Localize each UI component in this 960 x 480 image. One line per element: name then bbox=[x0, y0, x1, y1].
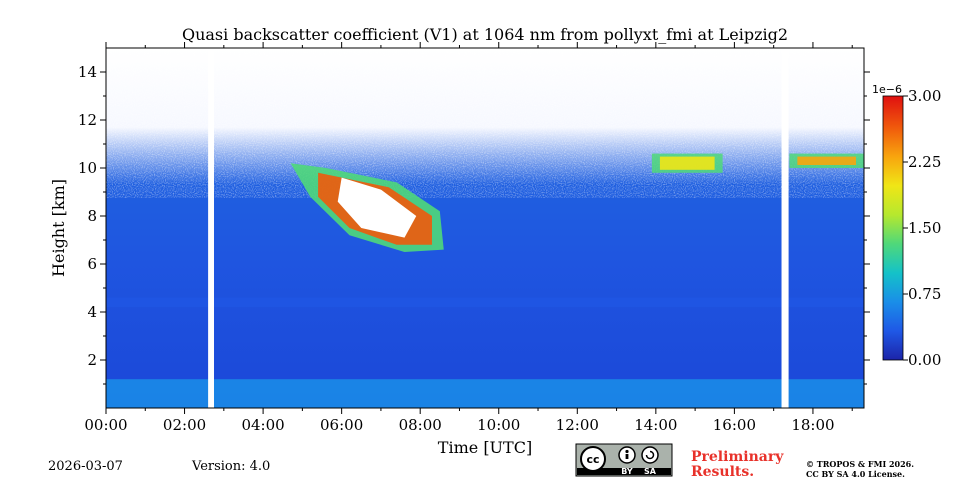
colorbar-exponent: 1e−6 bbox=[872, 83, 902, 96]
y-tick-label: 10 bbox=[78, 159, 97, 177]
x-tick-label: 16:00 bbox=[713, 416, 756, 434]
x-tick-label: 08:00 bbox=[399, 416, 442, 434]
data-gap bbox=[781, 48, 789, 408]
y-axis: 2 4 6 8 10 12 14 bbox=[78, 63, 870, 385]
y-tick-label: 4 bbox=[87, 303, 97, 321]
feature-boundary-layer bbox=[106, 379, 864, 408]
x-axis: 00:00 02:00 04:00 06:00 08:00 10:00 12:00 14:00… bbox=[84, 42, 853, 434]
results-label: Results. bbox=[691, 464, 754, 480]
version-label: Version: 4.0 bbox=[191, 459, 270, 474]
x-tick-label: 18:00 bbox=[791, 416, 834, 434]
cc-icon bbox=[580, 446, 606, 472]
colorbar-tick-label: 2.25 bbox=[908, 153, 941, 171]
preliminary-label: Preliminary bbox=[691, 449, 784, 465]
feature-thin-cirrus bbox=[651, 153, 723, 173]
colorbar bbox=[882, 95, 904, 361]
svg-text:cc: cc bbox=[586, 453, 599, 466]
feature-cirrus-saturated bbox=[337, 177, 417, 238]
chart-title: Quasi backscatter coefficient (V1) at 10… bbox=[182, 25, 788, 44]
feature-thin-cirrus bbox=[789, 153, 864, 168]
noise-speckle bbox=[106, 48, 864, 198]
y-tick-label: 2 bbox=[87, 351, 97, 369]
x-tick-label: 04:00 bbox=[241, 416, 284, 434]
x-tick-label: 00:00 bbox=[84, 416, 127, 434]
x-tick-label: 10:00 bbox=[477, 416, 520, 434]
plot-area bbox=[106, 48, 864, 408]
copyright-line2: CC BY SA 4.0 License. bbox=[806, 469, 905, 479]
y-tick-label: 12 bbox=[78, 111, 97, 129]
copyright-line1: © TROPOS & FMI 2026. bbox=[806, 459, 914, 469]
x-tick-label: 06:00 bbox=[320, 416, 363, 434]
plot-frame bbox=[105, 47, 865, 409]
cc-license-badge: cc BY SA bbox=[575, 443, 673, 477]
data-gap bbox=[208, 48, 215, 408]
x-axis-title: Time [UTC] bbox=[438, 438, 532, 457]
x-tick-label: 14:00 bbox=[634, 416, 677, 434]
sa-share-icon bbox=[641, 446, 659, 464]
date-label: 2026-03-07 bbox=[48, 459, 123, 474]
feature-aerosol-layer bbox=[106, 297, 864, 308]
y-tick-label: 14 bbox=[78, 63, 97, 81]
y-tick-label: 8 bbox=[87, 207, 97, 225]
x-tick-label: 12:00 bbox=[556, 416, 599, 434]
colorbar-tick-label: 0.00 bbox=[908, 351, 941, 369]
y-tick-label: 6 bbox=[87, 255, 97, 273]
y-axis-title: Height [km] bbox=[49, 179, 68, 277]
colorbar-tick-label: 0.75 bbox=[908, 285, 941, 303]
colorbar-ticks: 0.00 0.75 1.50 2.25 3.00 bbox=[903, 87, 941, 369]
by-label: BY bbox=[621, 467, 633, 476]
sa-label: SA bbox=[644, 467, 657, 476]
colorbar-tick-label: 3.00 bbox=[908, 87, 941, 105]
x-tick-label: 02:00 bbox=[163, 416, 206, 434]
colorbar-tick-label: 1.50 bbox=[908, 219, 941, 237]
